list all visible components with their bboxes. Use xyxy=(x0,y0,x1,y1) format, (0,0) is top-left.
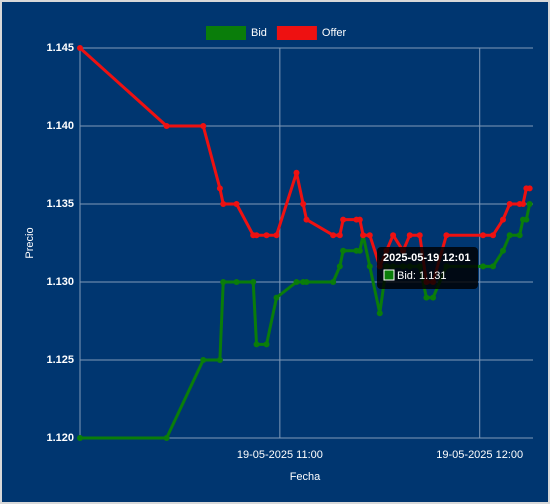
point xyxy=(77,435,83,441)
point xyxy=(303,279,310,285)
point xyxy=(77,45,83,51)
point xyxy=(163,435,170,441)
point xyxy=(366,263,373,270)
point xyxy=(526,185,533,192)
point xyxy=(253,341,260,348)
point xyxy=(416,232,423,239)
point xyxy=(500,216,507,223)
y-tick-label: 1.120 xyxy=(46,432,74,444)
point xyxy=(406,232,413,239)
legend-swatch xyxy=(276,26,317,40)
legend-label: Bid xyxy=(251,27,267,39)
point xyxy=(233,201,240,207)
point xyxy=(293,169,300,176)
point xyxy=(253,232,260,239)
point xyxy=(233,279,240,285)
point xyxy=(443,232,450,239)
point xyxy=(480,263,487,270)
point xyxy=(490,232,497,239)
point xyxy=(360,232,367,239)
x-tick-label: 19-05-2025 12:00 xyxy=(436,449,523,461)
y-tick-label: 1.125 xyxy=(46,354,74,366)
point xyxy=(506,232,513,239)
tooltip-label: Bid: 1.131 xyxy=(397,270,447,282)
point xyxy=(273,232,280,239)
y-tick-label: 1.130 xyxy=(46,276,74,288)
tooltip-box xyxy=(377,247,478,289)
legend-label: Offer xyxy=(322,27,347,39)
tooltip-swatch xyxy=(383,269,395,281)
point xyxy=(263,341,270,348)
point xyxy=(480,232,487,239)
y-tick-label: 1.145 xyxy=(46,42,74,54)
point xyxy=(430,294,437,301)
point xyxy=(216,185,223,192)
point xyxy=(216,357,223,363)
point xyxy=(330,232,337,239)
point xyxy=(293,279,300,285)
point xyxy=(490,263,497,270)
point xyxy=(300,201,307,207)
y-tick-label: 1.135 xyxy=(46,198,74,210)
point xyxy=(366,232,373,239)
point xyxy=(220,279,227,285)
point xyxy=(340,216,347,223)
point xyxy=(220,201,227,207)
x-tick-label: 19-05-2025 11:00 xyxy=(237,449,323,461)
y-tick-label: 1.140 xyxy=(46,120,74,132)
point xyxy=(516,232,523,239)
point xyxy=(356,216,363,223)
x-axis-title: Fecha xyxy=(290,471,321,483)
point xyxy=(303,216,310,223)
point xyxy=(263,232,270,239)
point xyxy=(526,201,533,207)
point xyxy=(356,247,363,254)
point xyxy=(200,357,207,363)
tooltip-title: 2025-05-19 12:01 xyxy=(383,252,470,264)
point xyxy=(330,279,337,285)
legend-swatch xyxy=(206,26,246,40)
point xyxy=(163,123,170,129)
point xyxy=(376,310,383,317)
point xyxy=(520,201,527,207)
point xyxy=(523,216,530,223)
point xyxy=(500,247,507,254)
y-axis-title: Precio xyxy=(24,227,36,258)
point xyxy=(423,294,430,301)
point xyxy=(336,232,343,239)
point xyxy=(273,294,280,301)
point xyxy=(200,123,207,129)
legend: Bid Offer xyxy=(206,26,346,40)
point xyxy=(336,263,343,270)
tooltip: 2025-05-19 12:01 Bid: 1.131 xyxy=(377,247,478,289)
point xyxy=(250,279,257,285)
point xyxy=(390,232,397,239)
point xyxy=(506,201,513,207)
point xyxy=(340,247,347,254)
